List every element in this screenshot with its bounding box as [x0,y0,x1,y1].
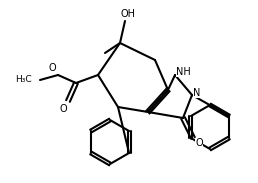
Text: H₃C: H₃C [15,76,32,85]
Text: O: O [195,138,203,148]
Text: OH: OH [120,9,135,19]
Text: O: O [48,63,56,73]
Text: N: N [193,88,201,98]
Text: O: O [59,104,67,114]
Text: NH: NH [176,67,190,77]
